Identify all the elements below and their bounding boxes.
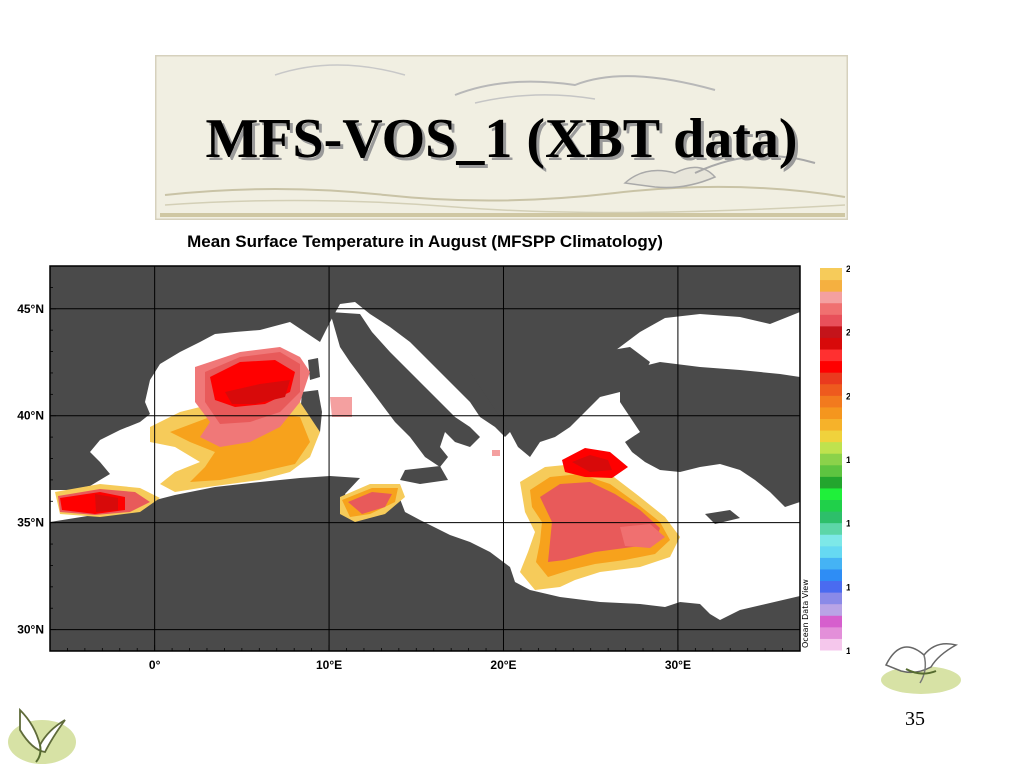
colorbar-swatch (820, 325, 842, 338)
colorbar-swatch (820, 626, 842, 639)
x-tick-label: 0° (149, 658, 161, 672)
land-corsica (308, 358, 320, 380)
title-banner: MFS-VOS_1 (XBT data) (155, 55, 848, 220)
colorbar-swatch (820, 441, 842, 454)
land-europe-west (50, 266, 800, 490)
patch-aegean-dark (572, 455, 612, 472)
colorbar-swatch (820, 360, 842, 373)
colorbar: 25 22.5 20 17.5 15 12.5 10 (820, 264, 864, 656)
colorbar-swatch (820, 453, 842, 466)
colorbar-swatch (820, 291, 842, 304)
seagull-sketch-illustration (155, 55, 848, 220)
colorbar-swatch (820, 557, 842, 570)
ocean-data-view-watermark: Ocean Data View (801, 579, 810, 648)
colorbar-swatch (820, 568, 842, 582)
colorbar-swatch (820, 615, 842, 628)
page-number: 35 (905, 708, 925, 730)
colorbar-swatch (820, 476, 842, 489)
axis-ticks: 0° 10°E 20°E 30°E 45°N 40°N 35°N 30°N (17, 265, 801, 672)
colorbar-swatch (820, 406, 842, 419)
colorbar-swatch (820, 534, 842, 547)
seagull-icon (881, 643, 961, 694)
colorbar-swatch (820, 349, 842, 362)
colorbar-swatch (820, 464, 842, 477)
colorbar-swatch (820, 279, 842, 292)
land-turkey (620, 362, 800, 507)
land-masses (50, 266, 800, 651)
colorbar-tick-label: 10 (846, 646, 850, 656)
colorbar-swatch (820, 418, 842, 431)
colorbar-swatch (820, 430, 842, 443)
y-tick-label: 30°N (17, 623, 44, 637)
colorbar-swatch (820, 487, 842, 501)
colorbar-swatch (820, 302, 842, 315)
x-tick-label: 10°E (316, 658, 342, 672)
colorbar-swatch (820, 395, 842, 408)
y-tick-label: 45°N (17, 302, 44, 316)
colorbar-swatch (820, 337, 842, 350)
slide-title: MFS-VOS_1 (XBT data) (205, 108, 798, 170)
colorbar-swatch (820, 372, 842, 385)
y-tick-label: 35°N (17, 516, 44, 530)
patch-sicily-mid (348, 492, 392, 514)
temperature-map-chart: 0° 10°E 20°E 30°E 45°N 40°N 35°N 30°N 25 22.5 20 1… (0, 252, 864, 682)
land-balkans (470, 347, 650, 457)
patch-gulf-lion-dark (225, 380, 290, 404)
colorbar-swatch (820, 511, 842, 524)
colorbar-tick-label: 17.5 (846, 455, 850, 465)
colorbar-swatch (820, 499, 842, 512)
map-title: Mean Surface Temperature in August (MFSP… (187, 232, 663, 251)
colorbar-swatch (820, 580, 842, 593)
colorbar-swatch (820, 603, 842, 616)
colorbar-swatch (820, 638, 842, 651)
colorbar-tick-label: 12.5 (846, 582, 850, 592)
patch-alboran-dark (95, 494, 118, 512)
x-tick-label: 20°E (490, 658, 516, 672)
colorbar-tick-label: 20 (846, 391, 850, 401)
colorbar-swatch (820, 268, 842, 281)
land-italy (330, 312, 480, 467)
x-tick-label: 30°E (665, 658, 691, 672)
map-grid (50, 266, 800, 651)
patch-levantine-light (620, 524, 665, 548)
colorbar-tick-label: 25 (846, 264, 850, 274)
land-sicily (400, 466, 448, 484)
colorbar-swatch (820, 314, 842, 327)
y-tick-label: 40°N (17, 409, 44, 423)
seagull-logo-icon (8, 707, 76, 764)
temperature-field (55, 347, 680, 590)
land-africa (50, 476, 800, 651)
colorbar-swatch (820, 545, 842, 558)
colorbar-swatch (820, 522, 842, 535)
land-cyprus (705, 510, 740, 524)
colorbar-swatch (820, 592, 842, 605)
colorbar-tick-label: 15 (846, 519, 850, 529)
colorbar-swatch (820, 383, 842, 396)
colorbar-tick-label: 22.5 (846, 328, 850, 338)
patch-aegean-small (492, 450, 500, 456)
patch-tyrrhenian-light (330, 397, 352, 417)
map-svg: 0° 10°E 20°E 30°E 45°N 40°N 35°N 30°N 25 22.5 20 1… (17, 264, 864, 672)
